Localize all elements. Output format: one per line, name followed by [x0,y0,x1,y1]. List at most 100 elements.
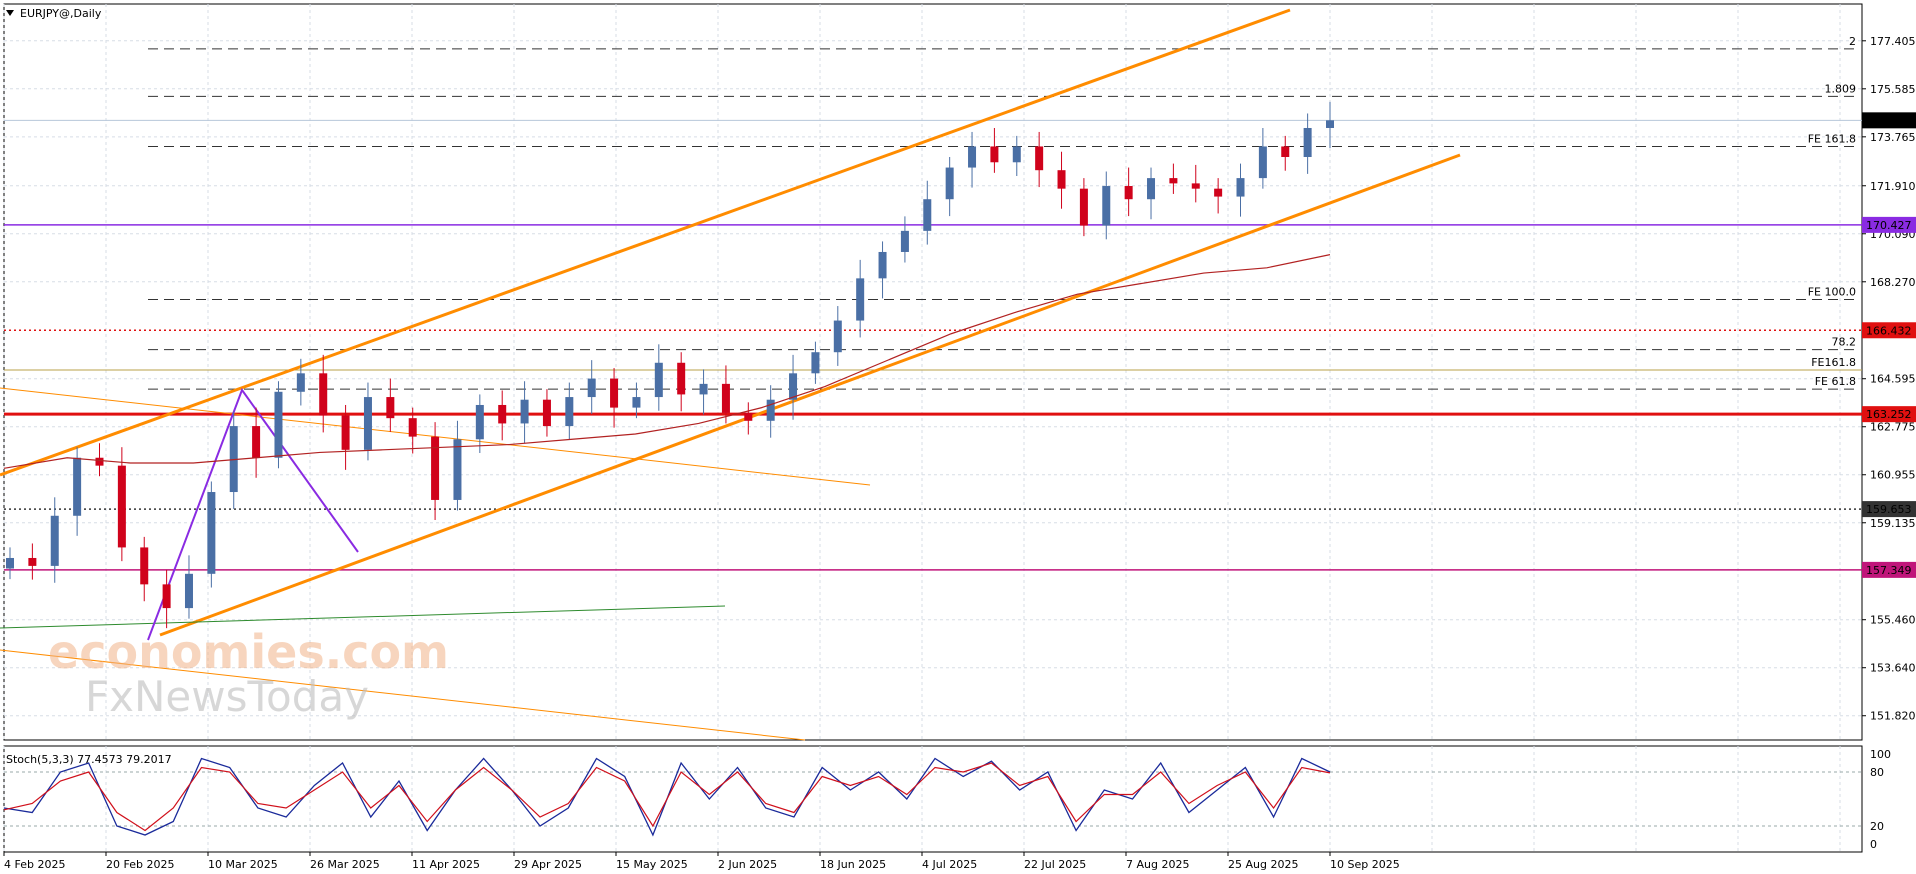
candle-body [744,412,753,421]
price-tick-label: 175.585 [1870,83,1916,96]
price-tick-label: 168.270 [1870,276,1916,289]
candle-body [140,547,149,585]
candle-body [721,383,730,413]
zigzag-pattern [147,387,359,641]
candle-body [1124,186,1133,200]
candle-body [1079,188,1088,226]
level-tag-label: 159.653 [1866,503,1912,516]
candle-body [341,415,350,450]
candle-body [587,378,596,398]
price-tick-label: 160.955 [1870,469,1916,482]
date-label: 20 Feb 2025 [106,858,174,871]
candle-body [878,251,887,279]
candle-body [207,492,216,574]
candle-body [1236,178,1245,197]
stoch-label: Stoch(5,3,3) 77.4573 79.2017 [6,753,172,766]
date-axis: 4 Feb 2025 20 Feb 2025 10 Mar 2025 26 Mar 2… [3,852,1400,871]
candle-body [1281,146,1290,158]
candle-body [833,320,842,353]
date-label: 10 Sep 2025 [1330,858,1400,871]
candle-body [498,404,507,424]
candle-body [632,397,641,408]
level-tag [1862,216,1916,233]
level-tag [1862,112,1916,129]
date-label: 10 Mar 2025 [208,858,278,871]
candle-body [1035,146,1044,171]
candle-body [856,278,865,321]
stoch-level-label: 100 [1870,748,1891,761]
date-label: 29 Apr 2025 [514,858,582,871]
candle-body [923,199,932,231]
date-label: 4 Jul 2025 [922,858,977,871]
candle-body [1147,178,1156,200]
price-tick-label: 164.595 [1870,373,1916,386]
stoch-d-line [3,762,1331,832]
stoch-level-label: 80 [1870,766,1884,779]
candle-body [565,397,574,427]
candle-body [252,426,261,458]
candle-body [386,397,395,419]
level-tag [1862,501,1916,518]
stoch-level-label: 20 [1870,820,1884,833]
price-tick-label: 159.135 [1870,517,1916,530]
date-label: 22 Jul 2025 [1024,858,1086,871]
candle-body [363,397,372,450]
price-axis: 177.405175.585173.765171.910170.090168.2… [1862,35,1916,723]
date-label: 18 Jun 2025 [820,858,886,871]
level-tag-label: 174.390 [1866,114,1912,127]
candle-body [408,418,417,437]
candle-body [677,362,686,395]
candle-body [766,399,775,421]
watermark-line2: FxNewsToday [85,672,369,721]
date-label: 2 Jun 2025 [718,858,777,871]
candle-body [475,404,484,440]
date-label: 25 Aug 2025 [1228,858,1298,871]
candle-body [900,230,909,252]
candle-body [1169,178,1178,184]
candle-body [6,557,14,569]
stoch-k-line [3,757,1331,837]
candle-body [990,146,999,163]
candle-body [610,378,619,408]
candle-body [431,436,440,500]
watermark: economies.com FxNewsToday [48,625,449,721]
candle-body [1214,188,1223,197]
candles [6,101,1334,629]
price-tick-label: 177.405 [1870,35,1916,48]
candle-body [811,352,820,374]
horizontal-levels: 2 1.809 FE 161.8 FE 100.0 78.2 FE 61.8 FE161.8 [4,35,1862,571]
fib-label: FE 100.0 [1808,285,1856,298]
date-label: 26 Mar 2025 [310,858,380,871]
ma-line [3,254,1331,469]
date-label: 7 Aug 2025 [1126,858,1189,871]
price-channel [0,8,1461,741]
price-tick-label: 153.640 [1870,662,1916,675]
fib-overlap-label: FE161.8 [1811,356,1856,369]
stochastic-panel: 100 80 20 0 [3,748,1891,851]
price-tick-label: 151.820 [1870,710,1916,723]
green-support-line [0,605,726,629]
candle-body [654,362,663,398]
level-tag [1862,406,1916,423]
candle-body [1102,186,1111,226]
candle-body [1057,170,1066,189]
candle-body [1303,127,1312,158]
channel-lower-line [159,153,1461,637]
candle-body [1191,183,1200,189]
candle-body [162,584,171,609]
lower-trend-line [0,649,806,741]
dropdown-triangle-icon[interactable] [6,10,14,16]
level-tag [1862,561,1916,578]
price-tick-label: 173.765 [1870,131,1916,144]
level-tag [1862,322,1916,339]
price-tick-label: 171.910 [1870,180,1916,193]
candle-body [699,383,708,395]
moving-average [3,254,1331,469]
stoch-plot-frame [3,745,1863,853]
candle-body [50,515,59,566]
watermark-line1: economies.com [48,625,449,679]
candle-body [95,457,104,466]
candle-body [28,557,37,566]
candle-body [1326,120,1334,128]
